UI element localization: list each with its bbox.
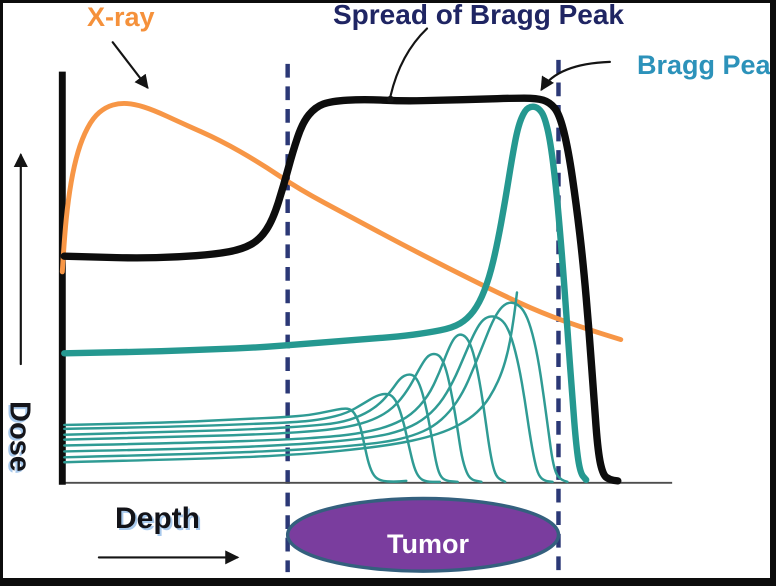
bragg-curve-chart-svg (13, 27, 673, 573)
depth-axis-label: Depth (115, 502, 200, 535)
dose-axis-label: Dose (3, 401, 36, 472)
spread-of-bragg-peak-label: Spread of Bragg Peak (333, 0, 624, 30)
tumor-label: Tumor (387, 529, 469, 559)
x-ray-label: X-ray (87, 2, 155, 32)
bragg-peak-label: Bragg Peak (637, 50, 776, 80)
